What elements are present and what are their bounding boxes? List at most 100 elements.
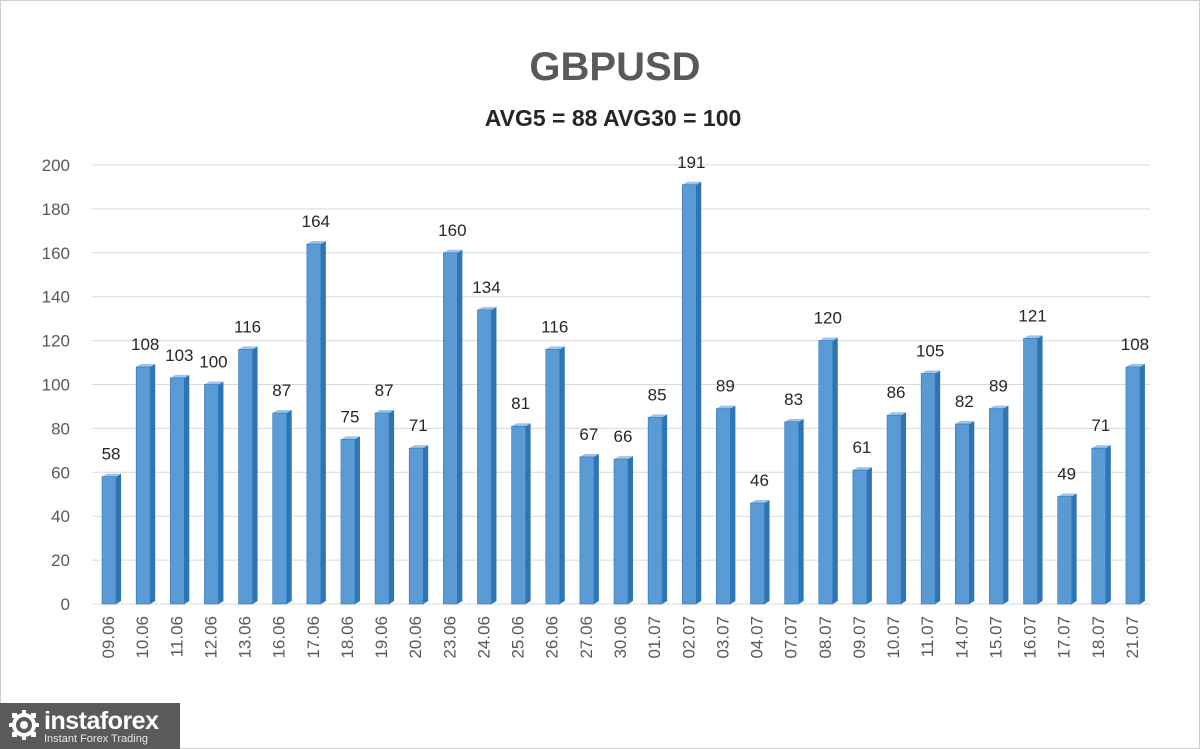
bar-front <box>1057 496 1072 605</box>
data-label: 164 <box>302 212 330 231</box>
bar-side <box>116 473 122 604</box>
bar-side <box>1105 445 1111 604</box>
bar-side <box>662 414 668 604</box>
bar-front <box>545 349 561 605</box>
data-label: 116 <box>541 317 568 336</box>
bar-side <box>1037 335 1043 604</box>
bar-top <box>1057 493 1077 497</box>
gear-icon <box>9 710 39 740</box>
x-tick-label: 18.06 <box>338 616 357 659</box>
x-tick-label: 16.06 <box>270 616 289 659</box>
bar-side <box>866 467 872 604</box>
bar-top <box>1125 363 1145 367</box>
bar-side <box>935 370 941 604</box>
bar-side <box>559 346 565 604</box>
bar-front <box>613 458 629 605</box>
x-tick-label: 16.07 <box>1021 616 1040 659</box>
bar-side <box>764 500 770 604</box>
bar-top <box>648 414 668 418</box>
bar <box>443 249 463 605</box>
bar-front <box>886 414 902 605</box>
data-label: 108 <box>1121 335 1149 354</box>
bar-top <box>682 181 702 185</box>
y-tick-label: 80 <box>51 419 70 438</box>
bar-top <box>170 374 190 378</box>
bar <box>852 467 872 605</box>
x-tick-label: 01.07 <box>645 616 664 659</box>
bar-top <box>750 500 770 504</box>
bar-front <box>272 412 288 605</box>
brand-name: instaforex <box>44 707 159 735</box>
bar-front <box>647 417 663 605</box>
data-label: 66 <box>614 427 633 446</box>
bar-front <box>681 184 697 605</box>
y-tick-label: 40 <box>51 507 70 526</box>
bar-top <box>1023 335 1043 339</box>
bar-side <box>491 306 497 604</box>
y-tick-label: 180 <box>42 200 70 219</box>
y-tick-label: 0 <box>61 595 70 614</box>
x-tick-label: 08.07 <box>816 616 835 659</box>
y-tick-label: 140 <box>42 288 70 307</box>
bar-side <box>423 445 429 604</box>
data-label: 58 <box>102 445 121 464</box>
data-label: 87 <box>272 381 291 400</box>
data-label: 67 <box>579 425 598 444</box>
bar-front <box>989 408 1004 605</box>
data-label: 71 <box>409 416 428 435</box>
data-label: 81 <box>511 394 530 413</box>
data-label: 121 <box>1018 306 1046 325</box>
bar <box>272 410 292 605</box>
bar-top <box>579 453 599 457</box>
bar <box>135 363 156 605</box>
bar-side <box>354 436 360 604</box>
x-tick-label: 10.07 <box>884 616 903 659</box>
bar-top <box>921 370 941 374</box>
bar-top <box>818 337 838 341</box>
bar-front <box>238 349 253 605</box>
bar-side <box>252 346 258 604</box>
bar-top <box>1091 445 1111 449</box>
data-label: 85 <box>648 385 667 404</box>
data-label: 116 <box>234 317 261 336</box>
bar <box>1023 335 1043 605</box>
bar <box>784 418 804 605</box>
bar-top <box>136 363 156 367</box>
bar-front <box>306 243 322 605</box>
data-label: 61 <box>852 438 871 457</box>
chart-subtitle: AVG5 = 88 AVG30 = 100 <box>485 105 742 131</box>
data-label: 82 <box>955 392 974 411</box>
data-label: 108 <box>131 335 159 354</box>
data-label: 75 <box>341 407 360 426</box>
x-tick-label: 30.06 <box>611 616 630 659</box>
x-tick-label: 26.06 <box>543 616 562 659</box>
data-label: 103 <box>165 346 193 365</box>
bar-front <box>1091 447 1107 605</box>
data-label: 100 <box>199 353 227 372</box>
data-label: 86 <box>887 383 906 402</box>
y-tick-label: 160 <box>42 244 70 263</box>
data-label: 87 <box>375 381 394 400</box>
bar <box>920 370 941 605</box>
bar-top <box>989 405 1009 409</box>
x-tick-label: 21.07 <box>1123 616 1142 659</box>
bar-front <box>1023 338 1038 605</box>
bar-side <box>286 410 292 604</box>
bar <box>408 445 429 605</box>
x-tick-label: 23.06 <box>440 616 459 659</box>
bar-side <box>525 423 531 604</box>
bar-top <box>238 346 258 350</box>
x-tick-label: 09.06 <box>99 616 118 659</box>
bar-top <box>102 473 122 477</box>
bars <box>101 181 1145 605</box>
bar-side <box>150 363 156 604</box>
bar-top <box>784 418 804 422</box>
bar-front <box>920 373 936 605</box>
bar-front <box>852 469 868 605</box>
x-tick-label: 27.06 <box>577 616 596 659</box>
x-tick-label: 15.07 <box>986 616 1005 659</box>
bar-top <box>716 405 736 409</box>
bar-side <box>1071 493 1077 604</box>
